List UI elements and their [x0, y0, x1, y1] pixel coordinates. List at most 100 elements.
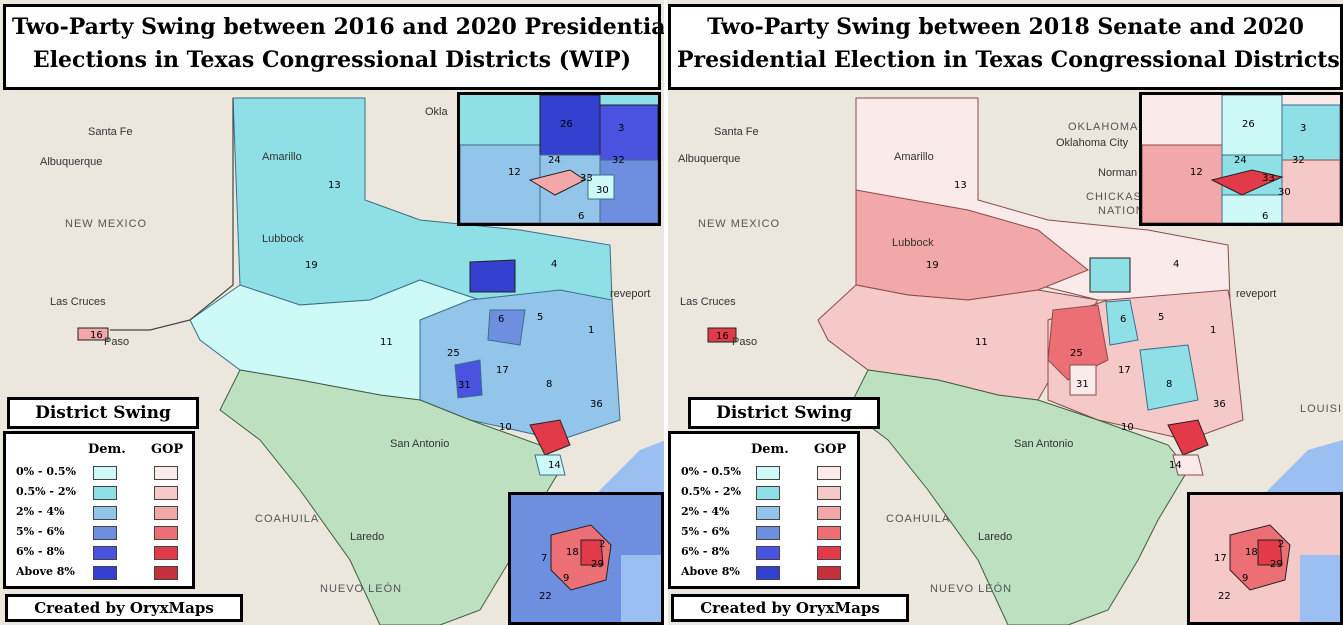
swatch-gop-2	[154, 486, 178, 500]
place-albuquerque: Albuquerque	[40, 156, 102, 168]
region-coahuila: COAHUILA	[255, 513, 319, 525]
inset-district-18-label: 18	[1245, 547, 1258, 558]
region-new-mexico: NEW MEXICO	[698, 218, 780, 230]
district-6-area	[487, 309, 526, 346]
place-las-cruces: Las Cruces	[50, 296, 106, 308]
district-1-label: 1	[588, 325, 594, 336]
houston-core-area	[1167, 419, 1209, 456]
swatch-gop-5	[817, 546, 841, 560]
district-17-label: 17	[496, 365, 509, 376]
dfw-inset-map: 26 3 12 24 32 33 30 6	[1142, 95, 1340, 223]
right-title-line-1: Two-Party Swing between 2018 Senate and …	[707, 14, 1304, 40]
place-santa-fe: Santa Fe	[88, 126, 133, 138]
inset-district-2-label: 2	[1278, 539, 1284, 550]
inset-district-2-label: 2	[599, 539, 605, 550]
district-6-label: 6	[498, 314, 504, 325]
place-shreveport: reveport	[1236, 288, 1276, 300]
district-5-label: 5	[1158, 312, 1164, 323]
inset-district-30-label: 30	[1278, 187, 1291, 198]
state-border-west	[110, 98, 234, 331]
dfw-core-area	[469, 259, 516, 293]
swatch-dem-1	[756, 466, 780, 480]
inset-district-7-label: 7	[541, 553, 547, 564]
region-nation: NATION	[1098, 205, 1145, 217]
houston-inset-map: 18 2 17 29 9 22	[1190, 495, 1340, 622]
district-11-label: 11	[380, 337, 393, 348]
district-31-label: 31	[458, 380, 471, 391]
inset-district-18-label: 18	[566, 547, 579, 558]
district-19-label: 19	[305, 260, 318, 271]
right-credit: Created by OryxMaps	[671, 594, 909, 622]
dfw-core-area	[1089, 257, 1131, 293]
district-6-label: 6	[1120, 314, 1126, 325]
legend-row-5: 6% - 8%	[16, 545, 65, 558]
district-8-label: 8	[1166, 379, 1172, 390]
dfw-inset-map: 26 3 12 24 32 33 30 6	[460, 95, 658, 223]
district-5-label: 5	[537, 312, 543, 323]
houston-core-area	[529, 419, 571, 456]
swatch-dem-2	[93, 486, 117, 500]
place-santa-fe: Santa Fe	[714, 126, 759, 138]
swatch-dem-4	[756, 526, 780, 540]
inset-district-30-label: 30	[596, 185, 609, 196]
panel-divider	[664, 0, 668, 625]
south-texas-counties	[847, 369, 1189, 625]
district-14-label: 14	[1169, 460, 1182, 471]
legend-row-3: 2% - 4%	[681, 505, 730, 518]
district-8-area	[1139, 344, 1199, 411]
district-6-area	[1105, 299, 1139, 346]
left-title-line-2: Elections in Texas Congressional Distric…	[32, 47, 632, 73]
inset-district-32-label: 32	[1292, 155, 1305, 166]
place-okla: Okla	[425, 106, 449, 118]
district-16-label: 16	[716, 331, 729, 342]
place-laredo: Laredo	[350, 531, 384, 543]
inset-district-22-label: 22	[1218, 591, 1231, 602]
district-16-label: 16	[90, 330, 103, 341]
district-25-label: 25	[1070, 348, 1083, 359]
district-14-area	[1172, 454, 1204, 476]
inset-district-24-label: 24	[548, 155, 561, 166]
swatch-gop-3	[154, 506, 178, 520]
swatch-gop-6	[154, 566, 178, 580]
swatch-dem-6	[756, 566, 780, 580]
place-lubbock: Lubbock	[892, 237, 934, 249]
dfw-inset-left: 26 3 12 24 32 33 30 6	[457, 92, 661, 226]
legend-row-6: Above 8%	[681, 565, 740, 578]
right-legend-title: District Swing	[688, 397, 880, 429]
legend-row-2: 0.5% - 2%	[16, 485, 76, 498]
left-credit: Created by OryxMaps	[5, 594, 243, 622]
inset-district-22-label: 22	[539, 591, 552, 602]
left-title: Two-Party Swing between 2016 and 2020 Pr…	[3, 4, 666, 90]
left-legend-title: District Swing	[7, 397, 199, 429]
swatch-gop-4	[154, 526, 178, 540]
swatch-gop-6	[817, 566, 841, 580]
inset-district-9-label: 9	[563, 573, 569, 584]
region-nuevo-leon: NUEVO LEÓN	[930, 582, 1012, 595]
swatch-dem-3	[756, 506, 780, 520]
right-title: Two-Party Swing between 2018 Senate and …	[668, 4, 1343, 90]
legend-gop-header: GOP	[814, 442, 847, 457]
place-san-antonio: San Antonio	[1014, 438, 1073, 450]
place-las-cruces: Las Cruces	[680, 296, 736, 308]
swatch-dem-5	[93, 546, 117, 560]
legend-row-1: 0% - 0.5%	[16, 465, 76, 478]
district-1-label: 1	[1210, 325, 1216, 336]
legend-row-3: 2% - 4%	[16, 505, 65, 518]
place-oklahoma-city: Oklahoma City	[1056, 137, 1129, 149]
swatch-dem-1	[93, 466, 117, 480]
inset-district-6-label: 6	[1262, 211, 1268, 222]
swatch-dem-4	[93, 526, 117, 540]
swatch-gop-1	[817, 466, 841, 480]
inset-district-6-label: 6	[578, 211, 584, 222]
district-4-label: 4	[1173, 259, 1179, 270]
legend-row-5: 6% - 8%	[681, 545, 730, 558]
swatch-dem-5	[756, 546, 780, 560]
legend-dem-header: Dem.	[751, 442, 789, 457]
swatch-dem-2	[756, 486, 780, 500]
inset-district-24-label: 24	[1234, 155, 1247, 166]
place-laredo: Laredo	[978, 531, 1012, 543]
place-lubbock: Lubbock	[262, 233, 304, 245]
district-31-area	[454, 359, 483, 399]
legend-row-2: 0.5% - 2%	[681, 485, 741, 498]
district-36-label: 36	[1213, 399, 1226, 410]
